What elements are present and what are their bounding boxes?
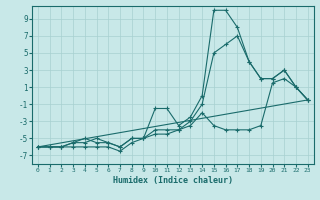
X-axis label: Humidex (Indice chaleur): Humidex (Indice chaleur) — [113, 176, 233, 185]
